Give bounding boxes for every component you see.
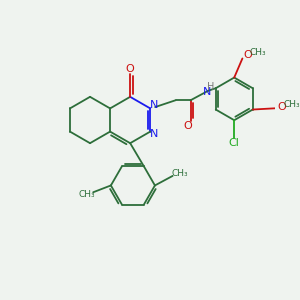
Text: N: N	[150, 100, 158, 110]
Text: O: O	[126, 64, 134, 74]
Text: O: O	[183, 121, 192, 130]
Text: O: O	[278, 102, 286, 112]
Text: N: N	[203, 87, 211, 97]
Text: CH₃: CH₃	[249, 48, 266, 57]
Text: CH₃: CH₃	[78, 190, 95, 200]
Text: CH₃: CH₃	[284, 100, 300, 109]
Text: N: N	[150, 129, 158, 139]
Text: CH₃: CH₃	[171, 169, 188, 178]
Text: Cl: Cl	[229, 138, 240, 148]
Text: H: H	[207, 82, 214, 92]
Text: O: O	[243, 50, 252, 60]
